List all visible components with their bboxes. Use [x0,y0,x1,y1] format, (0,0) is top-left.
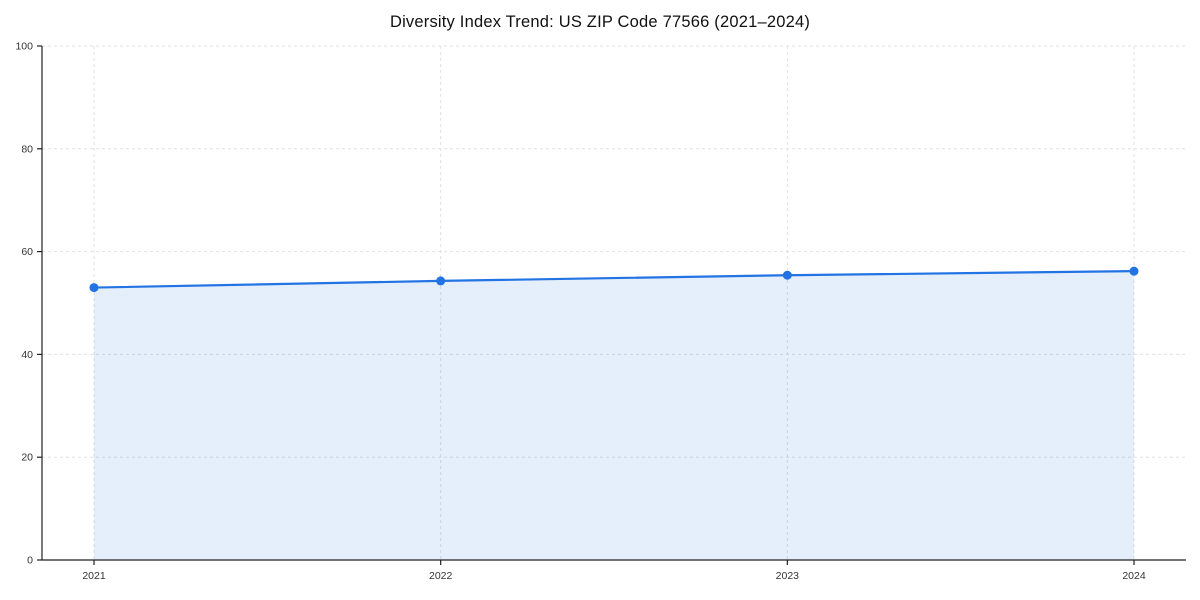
data-point [782,270,792,280]
y-tick-label: 0 [27,555,33,567]
y-tick-label: 20 [21,452,33,464]
y-tick-label: 80 [21,143,33,155]
y-tick-label: 40 [21,349,33,361]
data-point [436,276,446,286]
area-fill [94,271,1134,560]
x-tick-label: 2023 [776,570,800,582]
chart-title: Diversity Index Trend: US ZIP Code 77566… [389,13,811,31]
y-tick-label: 100 [15,41,33,53]
y-tick-label: 60 [21,246,33,258]
x-tick-label: 2024 [1122,570,1146,582]
x-tick-label: 2021 [82,570,106,582]
trend-line [92,270,1136,289]
data-point [89,283,99,293]
x-tick-label: 2022 [429,570,453,582]
data-point [1129,266,1139,276]
